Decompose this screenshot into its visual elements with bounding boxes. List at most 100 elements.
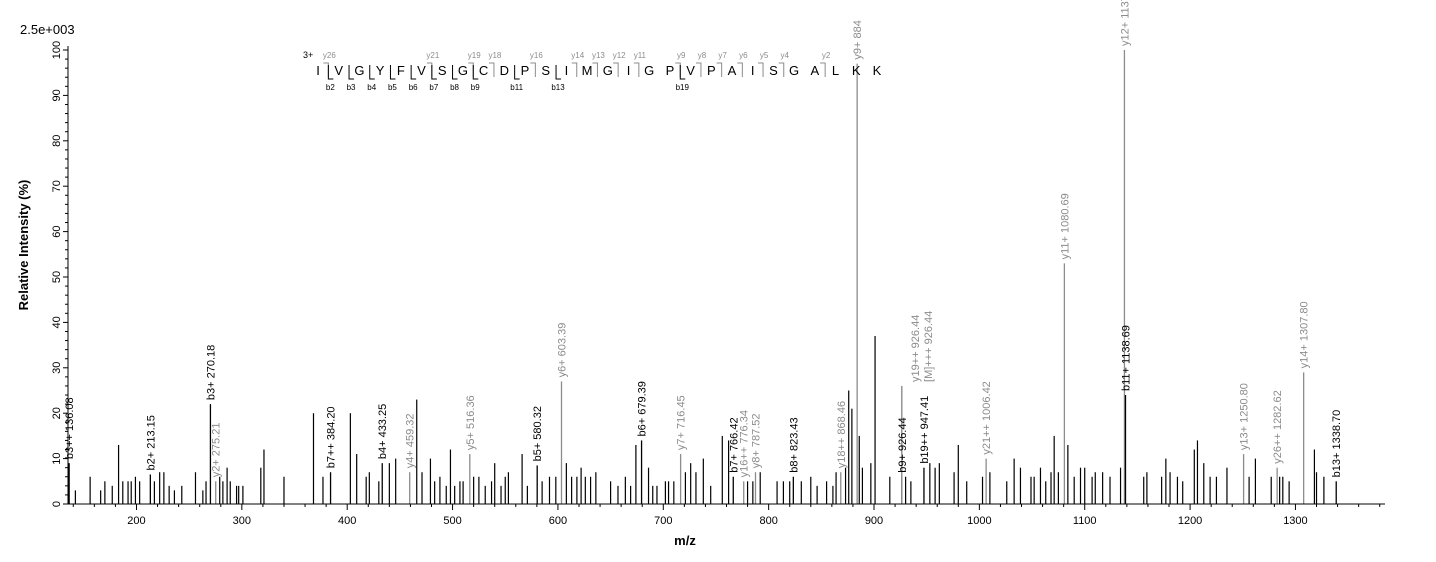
peak-label: b19++ 947.41 [919,396,931,464]
peptide-residue: Y [376,63,385,78]
peptide-residue: A [810,63,819,78]
peptide-residue: D [500,63,509,78]
peptide-residue: V [417,63,426,78]
peak-label: b9+ 926.44 [897,417,909,472]
y-ion-label: y11 [634,51,647,60]
y-tick-label: 100 [51,41,63,59]
y-tick-label: 50 [51,271,63,283]
peptide-residue: V [686,63,695,78]
peptide-residue: I [751,63,755,78]
peak-label: b7+ 766.42 [728,417,740,472]
b-ion-label: b7 [429,83,438,92]
y-tick-label: 20 [51,407,63,419]
peptide-residue: G [458,63,468,78]
peptide-charge: 3+ [303,50,313,60]
peptide-residue: V [334,63,343,78]
y-ion-bracket [468,62,474,77]
peak-label: b11+ 1138.69 [1120,325,1132,391]
x-tick-label: 700 [654,515,672,527]
y-ion-label: y9 [677,51,686,60]
x-tick-label: 1200 [1178,515,1202,527]
peak-label: y26++ 1282.62 [1272,390,1284,463]
b-ion-label: b11 [510,83,523,92]
peak-label: y2+ 275.21 [211,423,223,478]
y-tick-label: 30 [51,362,63,374]
peptide-residue: S [769,63,778,78]
b-ion-bracket [327,65,334,80]
peak-label: y5+ 516.36 [465,395,477,450]
intensity-scale-label: 2.5e+003 [20,22,75,37]
peptide-residue: G [354,63,364,78]
y-ion-label: y18 [488,51,501,60]
peptide-residue: P [521,63,530,78]
b-ion-bracket [472,65,479,80]
y-ion-bracket [488,62,495,77]
peptide-residue: S [541,63,550,78]
b-ion-label: b8 [450,83,459,92]
b-ion-label: b4 [367,83,376,92]
y-tick-label: 60 [51,225,63,237]
peak-label: b13+ 1338.70 [1331,410,1343,478]
y-ion-label: y12 [613,51,626,60]
y-tick-label: 80 [51,135,63,147]
y-ion-label: y16 [530,51,543,60]
y-tick-label: 0 [51,501,63,507]
peptide-residue: G [603,63,613,78]
y-ion-label: y2 [822,51,831,60]
y-ion-label: y7 [718,51,727,60]
peptide-residue: G [644,63,654,78]
b-ion-bracket [679,65,686,80]
x-tick-label: 500 [443,515,461,527]
peak-label: y21++ 1006.42 [981,381,993,454]
peak-label: b3+ 270.18 [205,345,217,400]
x-tick-label: 1300 [1283,515,1307,527]
peak-label: b8+ 823.43 [788,417,800,472]
b-ion-bracket [369,65,375,80]
y-ion-bracket [737,62,743,77]
peak-label: b5+ 580.32 [532,406,544,461]
x-tick-label: 1100 [1073,515,1097,527]
peptide-residue: K [873,63,882,78]
y-ion-bracket [675,62,681,77]
peptide-residue: A [728,63,737,78]
b-ion-label: b13 [551,83,565,92]
b-ion-bracket [431,65,437,80]
b-ion-label: b3 [347,83,356,92]
y-ion-label: y21 [426,51,439,60]
x-tick-label: 200 [127,515,145,527]
peak-label: y11+ 1080.69 [1059,193,1071,259]
y-ion-bracket [633,62,640,77]
b-ion-bracket [452,65,458,80]
peptide-residue: I [627,63,631,78]
peak-label: y4+ 459.32 [405,413,417,468]
y-tick-label: 40 [51,316,63,328]
peak-label: b2+ 213.15 [145,415,157,470]
peak-label: b6+ 679.39 [637,381,649,436]
peak-label: y12+ 1137.69 [1119,0,1131,46]
y-ion-bracket [323,62,329,77]
spectrum-peaks [68,50,1337,504]
peptide-residue: C [479,63,488,78]
y-ion-label: y19 [468,51,481,60]
b-ion-bracket [514,65,520,80]
peak-label: y14+ 1307.80 [1299,301,1311,368]
b-ion-bracket [389,65,396,80]
chart-axes: 0 10 20 30 40 50 60 70 80 90 100 200 300 400 500 600 700… [51,41,1385,527]
peak-label: y18++ 868.46 [836,401,848,468]
peptide-residue: P [666,63,675,78]
b-ion-label: b2 [326,83,335,92]
x-tick-label: 400 [338,515,356,527]
y-ion-bracket [530,62,536,77]
peak-label: y19++ 926.44 [910,315,922,382]
y-ion-bracket [716,62,723,77]
y-ion-bracket [426,62,433,77]
y-ion-bracket [571,62,578,77]
y-ion-label: y13 [592,51,605,60]
x-tick-label: 1000 [967,515,991,527]
peak-label: b7++ 384.20 [326,406,338,468]
y-tick-label: 10 [51,452,63,464]
peptide-residue: I [565,63,569,78]
